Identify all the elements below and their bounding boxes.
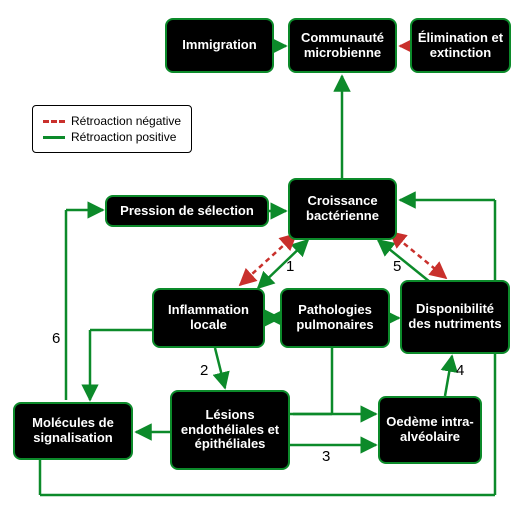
node-molecules: Molécules de signalisation xyxy=(13,402,133,460)
edge-num-2: 2 xyxy=(200,362,208,379)
node-pathologies: Pathologies pulmonaires xyxy=(280,288,390,348)
node-label: Inflammation locale xyxy=(158,303,259,333)
legend-label: Rétroaction positive xyxy=(71,130,176,144)
legend-line-negative-icon xyxy=(43,120,65,123)
node-disponibilite: Disponibilité des nutriments xyxy=(400,280,510,354)
node-oedeme: Oedème intra-alvéolaire xyxy=(378,396,482,464)
legend-line-positive-icon xyxy=(43,136,65,139)
node-communaute: Communauté microbienne xyxy=(288,18,397,73)
node-label: Élimination et extinction xyxy=(416,31,505,61)
edge-num-3: 3 xyxy=(322,448,330,465)
legend: Rétroaction négative Rétroaction positiv… xyxy=(32,105,192,153)
edge-num-1: 1 xyxy=(286,258,294,275)
legend-label: Rétroaction négative xyxy=(71,114,181,128)
legend-row-positive: Rétroaction positive xyxy=(43,130,181,144)
node-pression: Pression de sélection xyxy=(105,195,269,227)
node-label: Pathologies pulmonaires xyxy=(286,303,384,333)
node-elimination: Élimination et extinction xyxy=(410,18,511,73)
node-label: Lésions endothéliales et épithéliales xyxy=(176,408,284,453)
edge-num-6: 6 xyxy=(52,330,60,347)
node-label: Pression de sélection xyxy=(120,204,254,219)
edge-num-5: 5 xyxy=(393,258,401,275)
node-label: Communauté microbienne xyxy=(294,31,391,61)
node-label: Molécules de signalisation xyxy=(19,416,127,446)
node-label: Immigration xyxy=(182,38,256,53)
node-label: Croissance bactérienne xyxy=(294,194,391,224)
node-lesions: Lésions endothéliales et épithéliales xyxy=(170,390,290,470)
node-inflammation: Inflammation locale xyxy=(152,288,265,348)
node-croissance: Croissance bactérienne xyxy=(288,178,397,240)
diagram-canvas: Immigration Communauté microbienne Élimi… xyxy=(0,0,517,521)
node-label: Disponibilité des nutriments xyxy=(406,302,504,332)
node-label: Oedème intra-alvéolaire xyxy=(384,415,476,445)
node-immigration: Immigration xyxy=(165,18,274,73)
legend-row-negative: Rétroaction négative xyxy=(43,114,181,128)
edge-num-4: 4 xyxy=(456,362,464,379)
